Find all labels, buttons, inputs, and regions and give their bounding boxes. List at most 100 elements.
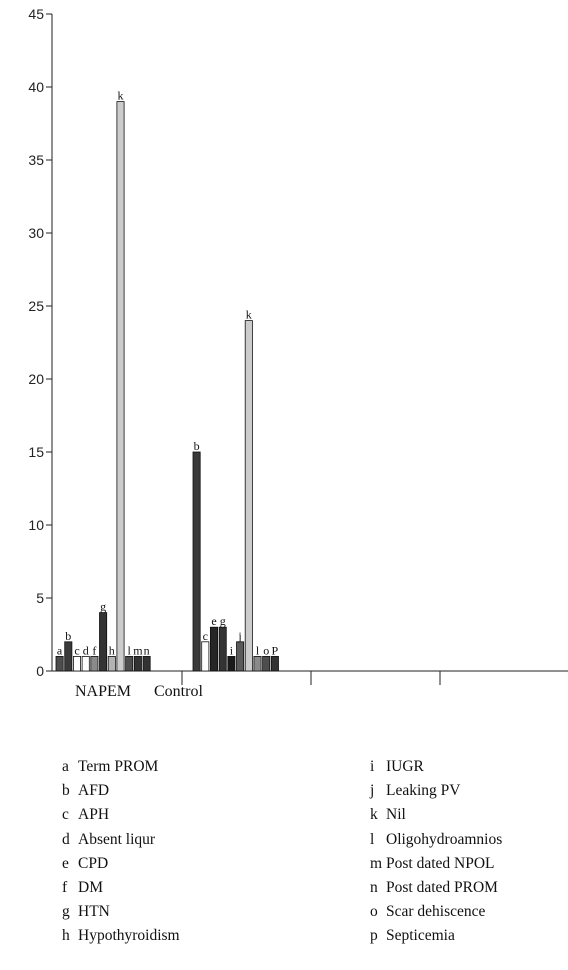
bar-label-control-b: b [194, 439, 200, 453]
legend-key: o [370, 903, 378, 921]
legend-key: a [62, 758, 69, 775]
bar-control-j [236, 641, 245, 672]
legend-label: Oligohydroamnios [386, 830, 503, 848]
legend-key: b [62, 782, 70, 800]
bar-napem-a [55, 656, 64, 672]
legend-key: h [62, 927, 70, 945]
legend-item-g: g HTN [62, 900, 180, 924]
legend-label: APH [78, 806, 110, 824]
bar-napem-b [64, 641, 73, 672]
legend-label: IUGR [386, 758, 424, 775]
legend: a Term PROM b AFD c APH d Absent liqur e CPD f DM g H… [0, 755, 568, 970]
legend-key: l [370, 830, 375, 848]
bar-napem-n [142, 656, 151, 672]
legend-label: DM [78, 878, 103, 896]
bar-napem-m [133, 656, 142, 672]
bar-label-control-e: e [211, 614, 216, 628]
legend-item-i: i IUGR [370, 755, 502, 779]
y-tick-label: 40 [28, 79, 44, 95]
legend-column-right: i IUGR j Leaking PV k Nil l Oligohydroamnios m Po… [370, 755, 502, 949]
bar-label-napem-f: f [92, 643, 96, 657]
legend-label: HTN [78, 903, 110, 921]
legend-label: CPD [78, 854, 109, 872]
bar-napem-d [81, 656, 90, 672]
legend-label: Scar dehiscence [386, 903, 486, 921]
bar-label-control-i: i [230, 643, 234, 657]
legend-key: g [62, 903, 70, 921]
legend-item-h: h Hypothyroidism [62, 924, 180, 948]
bar-label-napem-b: b [65, 629, 71, 643]
axes: 0 5 10 15 20 25 30 35 40 45 [28, 6, 568, 685]
legend-item-k: k Nil [370, 803, 502, 827]
legend-item-d: d Absent liqur [62, 828, 180, 852]
bar-label-napem-g: g [100, 600, 106, 614]
bar-label-napem-c: c [74, 643, 79, 657]
legend-key: f [62, 878, 68, 896]
bar-label-control-P: P [272, 643, 279, 657]
legend-item-b: b AFD [62, 779, 180, 803]
bar-label-control-g: g [220, 614, 226, 628]
legend-key: d [62, 830, 70, 848]
y-tick-label: 0 [36, 663, 44, 679]
category-labels: NAPEM Control [75, 683, 203, 700]
legend-key: n [370, 878, 378, 896]
bar-control-e [209, 626, 218, 672]
bar-napem-k [116, 101, 125, 672]
bar-label-napem-k: k [118, 89, 124, 103]
legend-item-n: n Post dated PROM [370, 876, 502, 900]
legend-label: Septicemia [386, 927, 455, 945]
legend-item-j: j Leaking PV [370, 779, 502, 803]
legend-label: Post dated PROM [386, 878, 498, 896]
y-tick-label: 30 [28, 225, 44, 241]
legend-label: Term PROM [78, 758, 159, 775]
legend-item-f: f DM [62, 876, 180, 900]
legend-column-left: a Term PROM b AFD c APH d Absent liqur e CPD f DM g H… [62, 755, 180, 949]
bar-label-napem-h: h [109, 643, 115, 657]
legend-label: Absent liqur [78, 830, 156, 848]
bar-control-b [192, 451, 201, 672]
y-tick-label: 5 [36, 590, 44, 606]
bar-control-k [244, 320, 253, 672]
y-tick-label: 20 [28, 371, 44, 387]
y-tick-label: 45 [28, 6, 44, 22]
bar-napem-l [125, 656, 134, 672]
legend-label: AFD [78, 782, 110, 800]
legend-key: j [370, 782, 375, 800]
y-tick-label: 10 [28, 517, 44, 533]
bar-label-control-k: k [246, 308, 252, 322]
legend-item-m: m Post dated NPOL [370, 852, 502, 876]
bar-label-control-l: l [256, 643, 260, 657]
y-tick-label: 35 [28, 152, 44, 168]
legend-key: m [370, 854, 383, 872]
legend-label: Leaking PV [386, 782, 461, 800]
bar-control-o [262, 656, 271, 672]
category-label-control: Control [154, 683, 203, 700]
legend-item-a: a Term PROM [62, 755, 180, 779]
bar-napem-c [73, 656, 82, 672]
y-tick-label: 25 [28, 298, 44, 314]
y-tick-label: 15 [28, 444, 44, 460]
bar-control-P [270, 656, 279, 672]
bar-label-napem-a: a [57, 643, 63, 657]
legend-item-p: p Septicemia [370, 924, 502, 948]
legend-key: c [62, 806, 69, 824]
legend-item-e: e CPD [62, 852, 180, 876]
bar-label-control-c: c [203, 629, 208, 643]
legend-item-l: l Oligohydroamnios [370, 828, 502, 852]
bar-napem-h [107, 656, 116, 672]
legend-key: k [370, 806, 378, 824]
legend-key: i [370, 758, 375, 775]
legend-label: Post dated NPOL [386, 854, 495, 872]
bar-label-napem-m: m [133, 643, 143, 657]
legend-item-c: c APH [62, 803, 180, 827]
legend-key: e [62, 854, 69, 872]
bar-napem-f [90, 656, 99, 672]
legend-key: p [370, 927, 378, 945]
bar-control-i [227, 656, 236, 672]
bar-label-napem-n: n [144, 643, 150, 657]
bar-napem-g [99, 612, 108, 672]
bar-control-g [218, 626, 227, 672]
legend-label: Nil [386, 806, 406, 824]
